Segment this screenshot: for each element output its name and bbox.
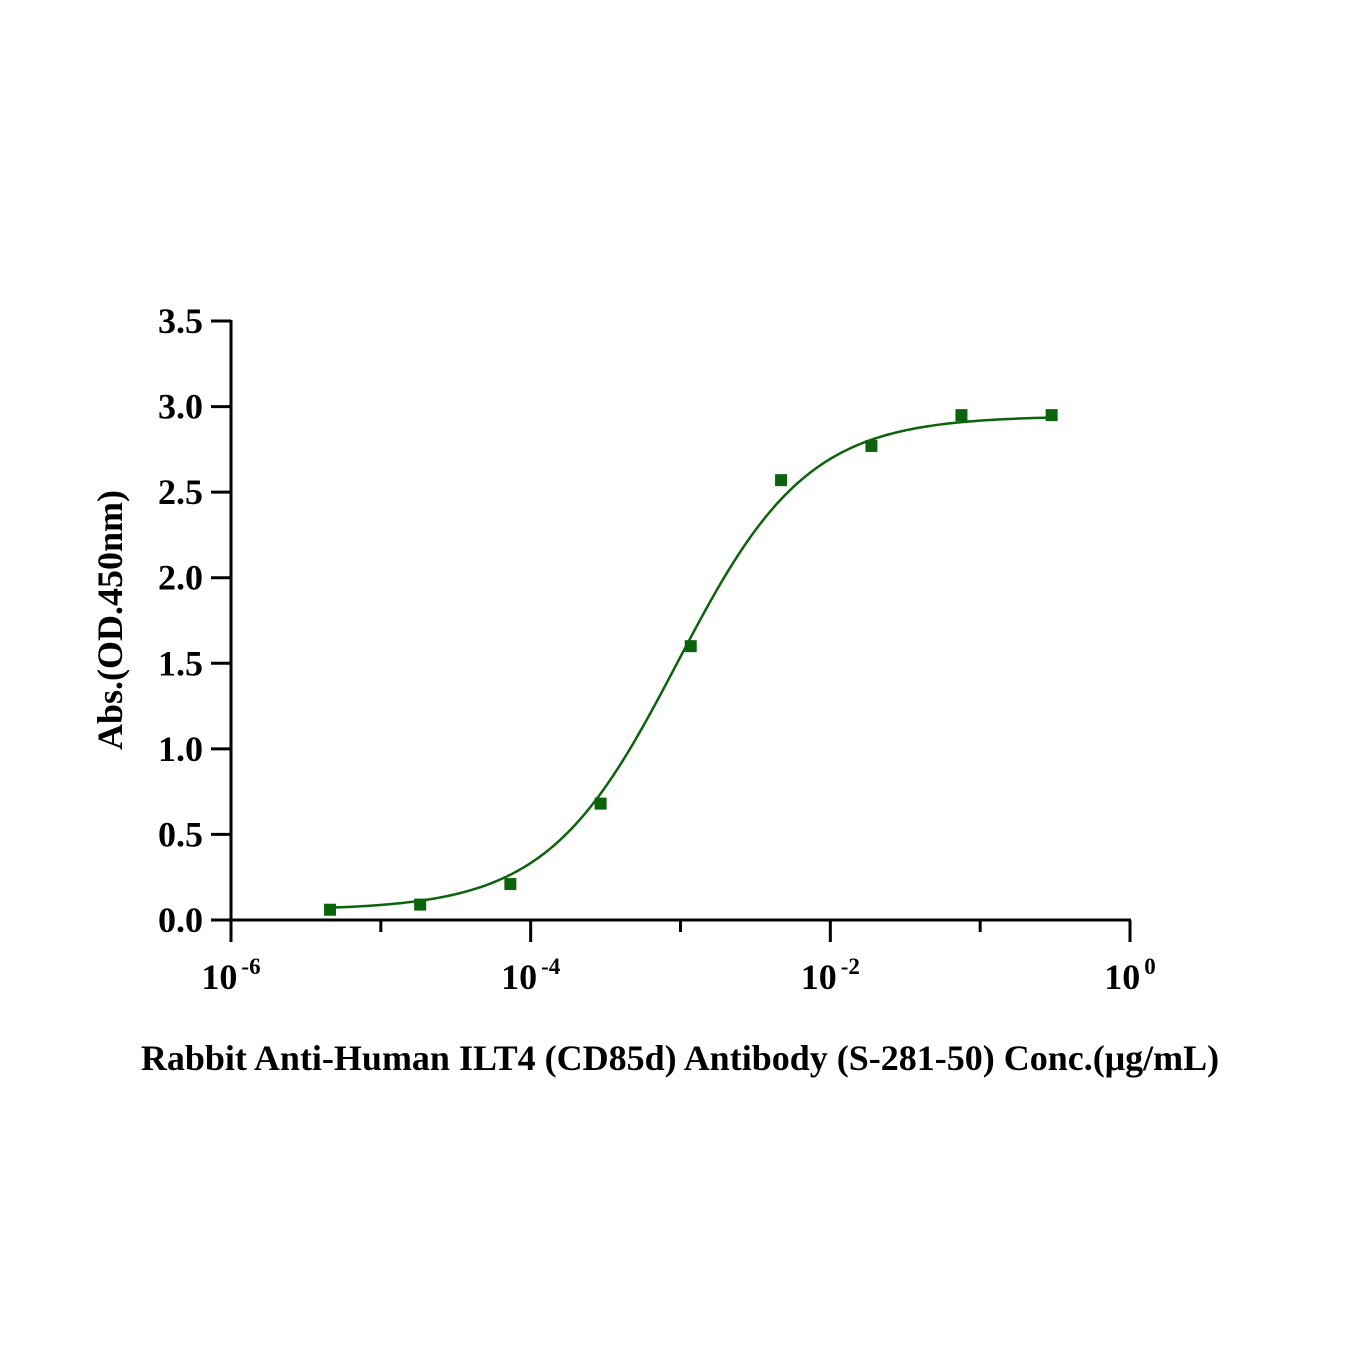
data-point (594, 797, 607, 810)
y-ticks: 0.0 0.5 1.0 1.5 2.0 2.5 3.0 3.5 (158, 301, 231, 940)
x-axis-title: Rabbit Anti-Human ILT4 (CD85d) Antibody … (141, 1038, 1219, 1078)
y-tick-label: 1.5 (158, 643, 203, 683)
y-tick-label: 3.0 (158, 387, 203, 427)
x-tick-label: 10 0 (1104, 954, 1156, 997)
y-tick-label: 0.0 (158, 900, 203, 940)
series (324, 409, 1058, 916)
y-tick-label: 1.0 (158, 729, 203, 769)
y-tick-label: 2.0 (158, 558, 203, 598)
data-point (324, 903, 337, 916)
data-point (504, 878, 517, 891)
axes (229, 320, 1131, 922)
y-tick-label: 3.5 (158, 301, 203, 341)
x-tick-label: 10 -4 (501, 954, 561, 997)
data-point (955, 409, 968, 422)
data-point (775, 474, 788, 487)
y-tick-label: 0.5 (158, 814, 203, 854)
x-tick-label: 10 -6 (201, 954, 260, 997)
data-point (865, 439, 878, 452)
data-point (684, 640, 697, 653)
data-point (414, 898, 427, 911)
x-ticks: 10 -6 10 -4 10 -2 10 0 (201, 920, 1156, 997)
y-axis-title: Abs.(OD.450nm) (90, 490, 130, 750)
data-point (1045, 409, 1058, 422)
x-tick-label: 10 -2 (801, 954, 860, 997)
y-tick-label: 2.5 (158, 472, 203, 512)
fit-curve (329, 416, 1052, 909)
